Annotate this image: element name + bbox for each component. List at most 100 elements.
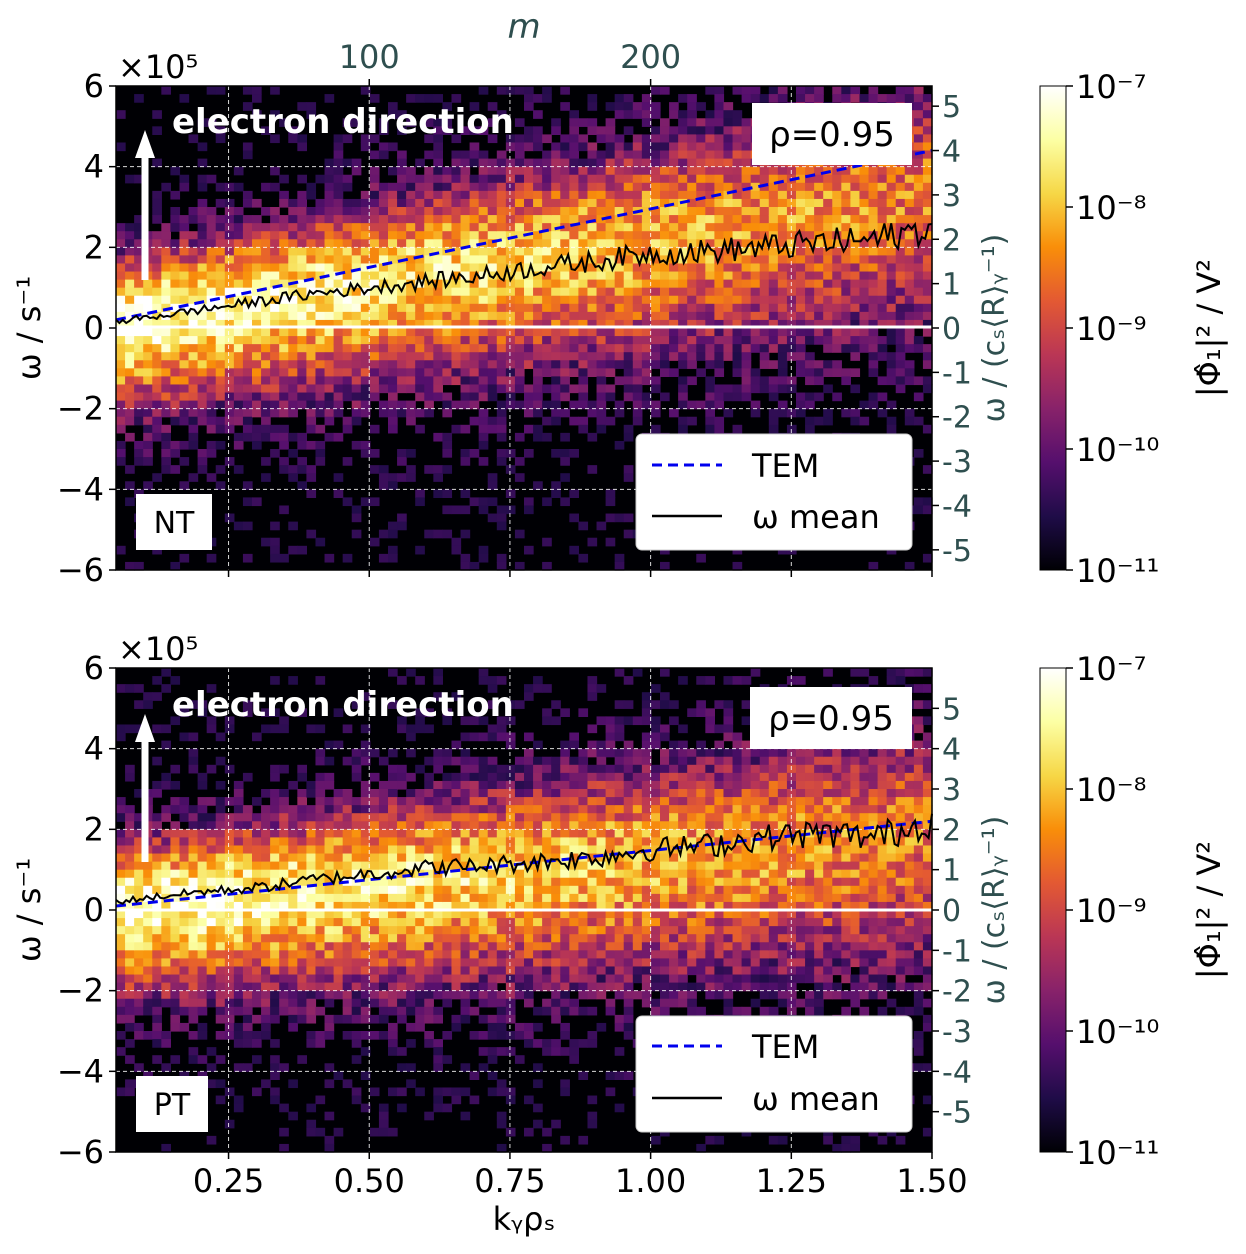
heatmap-cell xyxy=(224,247,235,256)
heatmap-cell xyxy=(750,384,761,394)
heatmap-cell xyxy=(378,893,389,903)
heatmap-cell xyxy=(832,344,842,353)
heatmap-cell xyxy=(433,311,443,321)
heatmap-cell xyxy=(297,797,307,806)
heatmap-cell xyxy=(469,950,480,959)
heatmap-cell xyxy=(560,392,570,402)
heatmap-cell xyxy=(478,974,489,984)
heatmap-cell xyxy=(587,223,598,232)
heatmap-cell xyxy=(678,94,688,103)
heatmap-cell xyxy=(850,368,861,377)
heatmap-cell xyxy=(605,336,616,345)
heatmap-cell xyxy=(460,974,471,984)
heatmap-cell xyxy=(650,110,661,119)
heatmap-cell xyxy=(433,934,443,943)
heatmap-cell xyxy=(678,400,688,410)
heatmap-cell xyxy=(242,700,253,709)
heatmap-cell xyxy=(116,457,126,466)
heatmap-cell xyxy=(143,344,153,353)
heatmap-cell xyxy=(134,400,144,410)
heatmap-cell xyxy=(678,344,688,353)
heatmap-cell xyxy=(460,239,471,248)
heatmap-cell xyxy=(342,336,353,345)
heatmap-cell xyxy=(197,328,208,337)
heatmap-cell xyxy=(197,942,208,951)
heatmap-cell xyxy=(687,215,697,224)
heatmap-cell xyxy=(496,432,507,442)
heatmap-cell xyxy=(460,311,471,321)
heatmap-cell xyxy=(161,772,171,782)
heatmap-cell xyxy=(397,449,407,458)
heatmap-cell xyxy=(152,958,162,968)
heatmap-cell xyxy=(152,934,162,943)
heatmap-cell xyxy=(152,352,162,361)
heatmap-cell xyxy=(315,352,326,361)
heatmap-cell xyxy=(886,247,897,256)
heatmap-cell xyxy=(605,319,616,329)
heatmap-cell xyxy=(134,861,144,871)
heatmap-cell xyxy=(759,303,770,313)
heatmap-cell xyxy=(360,295,371,305)
heatmap-cell xyxy=(478,942,489,951)
heatmap-cell xyxy=(460,998,471,1008)
heatmap-cell xyxy=(388,772,398,782)
heatmap-cell xyxy=(478,86,489,95)
heatmap-cell xyxy=(397,368,407,377)
heatmap-cell xyxy=(161,376,171,386)
heatmap-cell xyxy=(623,319,634,329)
heatmap-cell xyxy=(315,982,326,992)
heatmap-cell xyxy=(351,287,362,297)
heatmap-cell xyxy=(406,215,416,224)
heatmap-cell xyxy=(478,392,489,402)
heatmap-cell xyxy=(397,473,407,482)
heatmap-cell xyxy=(533,279,543,289)
heatmap-cell xyxy=(297,837,307,847)
heatmap-cell xyxy=(814,287,824,297)
heatmap-cell xyxy=(922,328,933,337)
heatmap-cell xyxy=(315,311,326,321)
heatmap-cell xyxy=(868,311,879,321)
heatmap-cell xyxy=(542,255,552,265)
heatmap-cell xyxy=(342,344,353,353)
heatmap-cell xyxy=(143,416,153,426)
heatmap-cell xyxy=(814,182,824,192)
heatmap-cell xyxy=(342,885,353,895)
heatmap-cell xyxy=(678,392,688,402)
heatmap-cell xyxy=(714,247,725,256)
heatmap-cell xyxy=(632,400,643,410)
heatmap-cell xyxy=(125,926,135,935)
heatmap-cell xyxy=(351,319,362,329)
heatmap-cell xyxy=(152,215,162,224)
heatmap-cell xyxy=(451,821,462,830)
heatmap-cell xyxy=(324,934,335,943)
heatmap-cell xyxy=(587,150,598,160)
heatmap-cell xyxy=(206,724,217,734)
heatmap-cell xyxy=(215,424,226,434)
heatmap-cell xyxy=(360,1006,371,1016)
heatmap-cell xyxy=(261,231,271,240)
heatmap-cell xyxy=(324,223,335,232)
heatmap-cell xyxy=(252,247,262,256)
heatmap-cell xyxy=(170,400,181,410)
heatmap-cell xyxy=(261,998,271,1008)
heatmap-cell xyxy=(460,918,471,927)
heatmap-cell xyxy=(206,893,217,903)
heatmap-cell xyxy=(460,198,471,208)
heatmap-cell xyxy=(560,408,570,418)
heatmap-cell xyxy=(442,174,453,184)
heatmap-cell xyxy=(324,247,335,256)
heatmap-cell xyxy=(777,223,788,232)
heatmap-cell xyxy=(524,255,534,265)
y-axis-label: ω / s⁻¹ xyxy=(10,276,48,380)
heatmap-cell xyxy=(297,198,307,208)
heatmap-cell xyxy=(469,303,480,313)
heatmap-cell xyxy=(433,893,443,903)
heatmap-cell xyxy=(605,255,616,265)
heatmap-cell xyxy=(224,861,235,871)
heatmap-cell xyxy=(687,134,697,144)
heatmap-cell xyxy=(805,182,815,192)
heatmap-cell xyxy=(215,481,226,490)
heatmap-cell xyxy=(424,821,434,830)
heatmap-cell xyxy=(732,126,743,135)
heatmap-cell xyxy=(913,86,924,95)
